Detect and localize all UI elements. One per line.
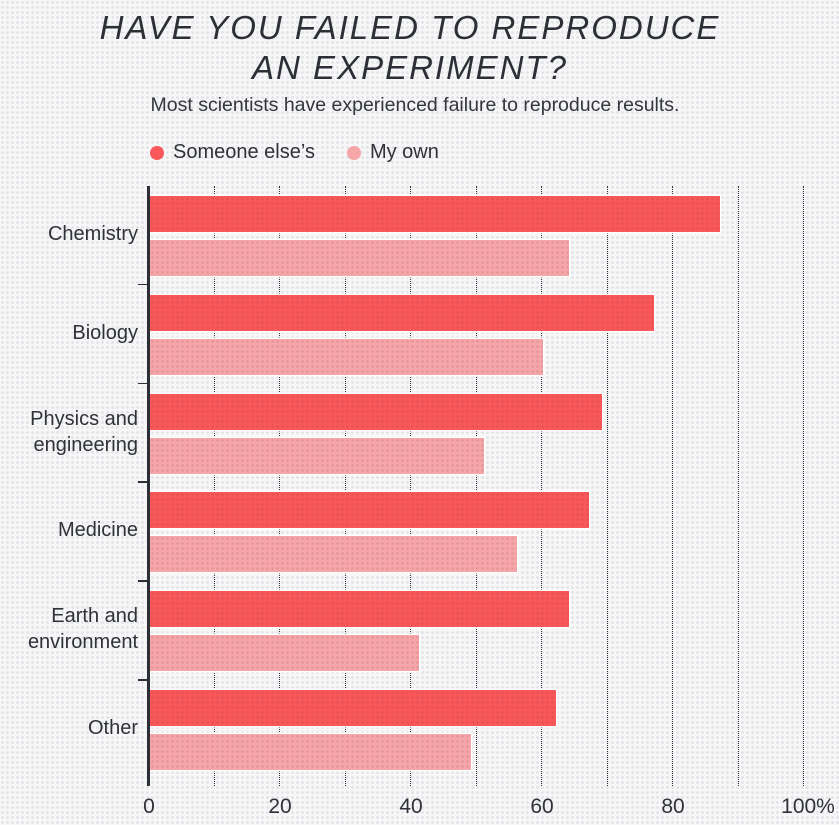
bar-my-own	[150, 338, 543, 375]
gridline	[737, 186, 739, 786]
legend-item-someone-elses: Someone else’s	[150, 141, 315, 164]
chart-title: HAVE YOU FAILED TO REPRODUCE AN EXPERIME…	[0, 8, 820, 88]
y-axis-tick	[138, 481, 148, 483]
y-axis-tick	[138, 283, 148, 286]
bar-my-own	[150, 635, 419, 672]
gridline	[541, 186, 542, 786]
x-axis-tick-label: 40	[399, 795, 423, 818]
category-label: Other	[87, 717, 138, 739]
legend: Someone else’s My own	[150, 141, 439, 164]
category-label: Physics and engineering	[30, 407, 138, 456]
legend-dot-icon	[346, 145, 361, 160]
bar-someone-elses	[150, 393, 602, 430]
category-label: Chemistry	[47, 223, 138, 245]
legend-item-my-own: My own	[346, 141, 439, 164]
chart-subtitle: Most scientists have experienced failure…	[150, 94, 680, 116]
chart-title-line-2: AN EXPERIMENT?	[252, 49, 568, 86]
x-axis-tick-label: 100%	[781, 795, 835, 818]
gridline	[410, 186, 411, 786]
x-axis-tick-label: 20	[268, 795, 292, 818]
legend-dot-icon	[150, 145, 164, 160]
gridline	[279, 186, 280, 786]
bar-my-own	[150, 240, 570, 276]
gridline	[672, 186, 673, 786]
x-axis-tick-label: 60	[530, 795, 554, 818]
gridline	[344, 186, 346, 786]
category-label: Earth and environment	[27, 605, 138, 654]
y-axis-tick	[138, 382, 148, 385]
category-label: Medicine	[57, 519, 138, 542]
x-axis-tick-label: 80	[661, 795, 685, 818]
chart-title-line-1: HAVE YOU FAILED TO REPRODUCE	[99, 9, 721, 46]
bar-my-own	[150, 437, 485, 474]
gridline	[803, 186, 804, 786]
y-axis-line	[147, 186, 150, 786]
bar-someone-elses	[150, 492, 589, 529]
category-label: Biology	[72, 321, 138, 344]
legend-label: My own	[369, 141, 439, 163]
legend-label: Someone else’s	[173, 141, 315, 163]
x-axis-tick-label: 0	[143, 795, 155, 818]
gridline	[606, 186, 608, 786]
bar-someone-elses	[150, 591, 570, 628]
y-axis-tick	[138, 580, 148, 582]
bar-my-own	[150, 536, 517, 573]
bar-my-own	[150, 734, 471, 770]
y-axis-tick	[138, 679, 148, 681]
bar-someone-elses	[150, 196, 720, 232]
gridline	[475, 186, 477, 786]
bar-someone-elses	[150, 690, 557, 726]
gridline	[213, 186, 215, 786]
bar-someone-elses	[150, 294, 655, 331]
